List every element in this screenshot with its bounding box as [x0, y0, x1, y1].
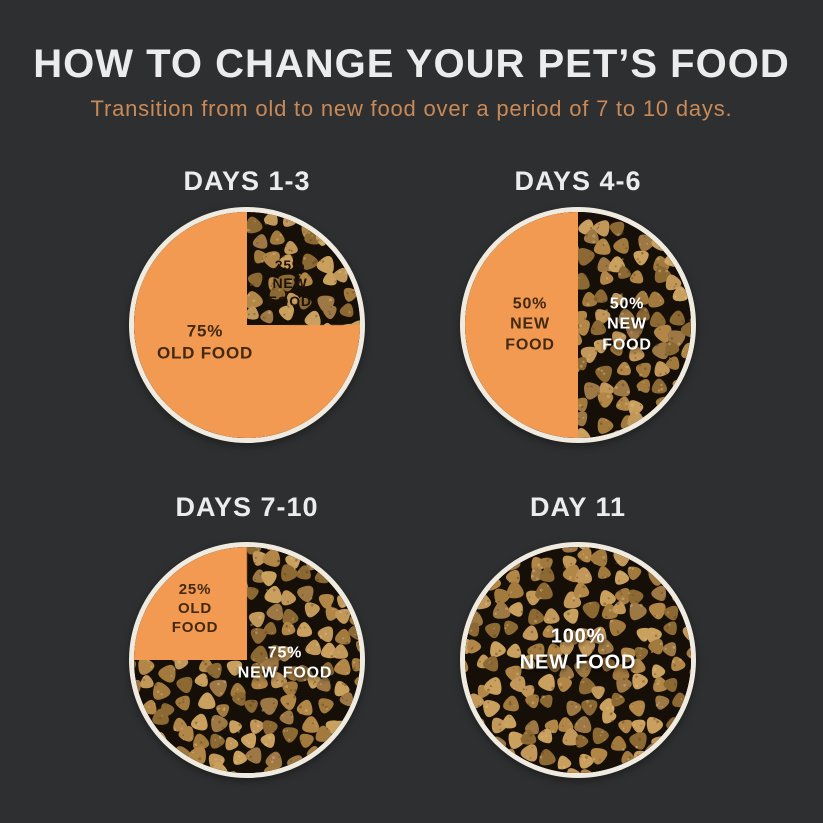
orange-new-food-slice: [465, 212, 691, 438]
label-line: 25%: [178, 581, 212, 599]
label-line: FOOD: [171, 619, 219, 637]
slice-label-new-food-kibble: 50% NEW FOOD: [602, 294, 651, 355]
food-bowl: 50% NEW FOOD 50% NEW FOOD: [460, 207, 696, 443]
page-title: HOW TO CHANGE YOUR PET’S FOOD: [33, 42, 790, 86]
food-bowl: 25% NEW FOOD 75% OLD FOOD: [129, 207, 365, 443]
food-bowl: 100% NEW FOOD: [460, 542, 696, 778]
label-line: NEW: [510, 315, 550, 333]
label-line: NEW FOOD: [237, 665, 333, 682]
chart-heading: DAYS 1-3: [183, 166, 311, 196]
orange-old-food-slice: [134, 212, 360, 438]
label-line: 25%: [274, 257, 306, 274]
page-subtitle: Transition from old to new food over a p…: [90, 96, 733, 121]
label-line: 75%: [186, 321, 224, 341]
label-line: 50%: [512, 295, 548, 313]
label-line: FOOD: [505, 336, 555, 354]
label-line: NEW FOOD: [519, 651, 637, 673]
label-line: OLD FOOD: [156, 343, 254, 362]
label-line: NEW: [272, 275, 308, 292]
label-line: NEW: [607, 315, 647, 333]
label-line: FOOD: [602, 336, 652, 354]
chart-heading: DAY 11: [529, 492, 627, 522]
label-line: FOOD: [268, 292, 312, 309]
label-line: OLD: [177, 600, 213, 618]
slice-label-new-food: 25% NEW FOOD: [268, 257, 312, 311]
label-line: 50%: [609, 295, 645, 313]
slice-label-new-food: 75% NEW FOOD: [238, 644, 332, 685]
chart-heading: DAYS 4-6: [514, 166, 642, 196]
orange-old-food-slice: [134, 547, 360, 773]
slice-label-old-food: 75% OLD FOOD: [157, 320, 253, 364]
slice-label-new-food: 100% NEW FOOD: [520, 624, 636, 675]
label-line: 75%: [267, 644, 303, 662]
label-line: 100%: [550, 625, 606, 648]
chart-heading: DAYS 7-10: [175, 492, 319, 522]
slice-label-new-food-orange: 50% NEW FOOD: [505, 294, 554, 355]
food-bowl: 25% OLD FOOD 75% NEW FOOD: [129, 542, 365, 778]
kibble-texture: [465, 547, 691, 773]
slice-label-old-food: 25% OLD FOOD: [172, 580, 219, 638]
